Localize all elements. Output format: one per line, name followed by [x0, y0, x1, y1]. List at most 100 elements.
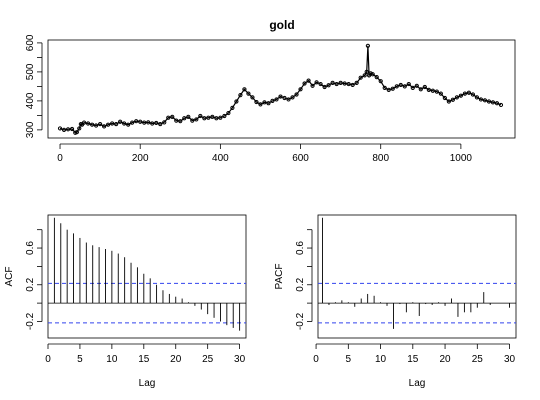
data-point: [114, 121, 119, 127]
data-point: [254, 99, 259, 105]
y-tick-label: 0.6: [25, 241, 36, 255]
gold-series-panel: gold 0 200 400 600 800 1000 300 400 500 600: [25, 18, 516, 164]
x-tick-label: 400: [212, 153, 229, 164]
data-point: [230, 105, 235, 110]
data-point: [85, 121, 91, 126]
x-tick-label: 10: [106, 354, 118, 365]
data-point: [382, 85, 387, 90]
data-point: [218, 115, 223, 120]
data-point: [166, 115, 171, 120]
data-point: [294, 92, 299, 97]
y-axis: -0.2 0.2 0.6: [25, 229, 43, 330]
x-tick-label: 25: [202, 354, 214, 365]
data-point: [302, 81, 307, 86]
data-point: [186, 114, 191, 119]
data-point: [446, 99, 451, 104]
data-point: [250, 95, 255, 100]
x-tick-label: 15: [138, 354, 150, 365]
y-tick-label: 400: [25, 92, 36, 109]
data-point: [89, 122, 95, 127]
data-point: [338, 80, 343, 86]
y-tick-label: -0.2: [25, 312, 36, 330]
data-point: [126, 122, 131, 127]
data-point: [394, 84, 399, 89]
data-point: [98, 121, 103, 127]
data-point: [422, 84, 427, 90]
data-point: [490, 100, 496, 105]
data-point: [434, 89, 439, 94]
data-point: [418, 87, 423, 92]
data-point: [65, 127, 71, 132]
pacf-panel: 0 5 10 15 20 25 30 Lag -0.2 0.2 0.6 PACF: [274, 214, 517, 389]
data-point: [94, 123, 99, 128]
data-point: [226, 110, 231, 116]
data-point: [368, 71, 373, 76]
data-point: [246, 91, 251, 96]
data-point: [190, 118, 195, 123]
data-point: [466, 90, 472, 95]
data-point: [282, 95, 287, 101]
data-point: [290, 95, 295, 100]
x-tick-label: 0: [313, 354, 319, 365]
data-point: [364, 69, 369, 74]
data-point: [270, 98, 275, 103]
x-tick-label: 0: [57, 153, 63, 164]
y-axis: -0.2 0.2 0.6: [295, 229, 313, 330]
data-point: [258, 102, 263, 107]
data-point: [286, 97, 291, 102]
data-point: [442, 95, 447, 101]
y-tick-label: 0.2: [295, 277, 306, 291]
x-tick-label: 0: [45, 354, 51, 365]
data-point: [326, 83, 331, 88]
data-point: [262, 100, 267, 105]
data-point: [494, 101, 500, 106]
data-point: [386, 87, 391, 92]
data-point: [106, 122, 111, 127]
data-point: [350, 82, 355, 88]
gold-series-line: [59, 45, 502, 134]
x-tick-label: 30: [504, 354, 516, 365]
x-tick-label: 30: [234, 354, 246, 365]
data-point: [274, 97, 279, 102]
plot-frame: [47, 214, 247, 339]
data-point: [210, 114, 215, 119]
data-point: [450, 97, 455, 102]
data-point: [242, 87, 247, 92]
x-axis: 0 5 10 15 20 25 30: [313, 343, 516, 365]
data-point: [122, 121, 127, 126]
gold-series-points: [57, 43, 504, 135]
data-point: [462, 91, 467, 96]
data-point: [474, 95, 480, 100]
x-axis: 0 200 400 600 800 1000: [57, 143, 472, 164]
data-point: [454, 95, 459, 100]
data-point: [74, 130, 79, 135]
y-axis-label: ACF: [4, 267, 15, 287]
data-point: [398, 82, 403, 88]
x-tick-label: 15: [407, 354, 419, 365]
plot-frame: [317, 214, 517, 339]
data-point: [362, 73, 367, 78]
data-point: [438, 91, 443, 96]
data-point: [310, 83, 315, 88]
y-tick-label: 300: [25, 121, 36, 138]
data-point: [374, 75, 379, 80]
data-point: [198, 113, 203, 119]
y-axis-label: PACF: [274, 264, 285, 290]
data-point: [134, 119, 139, 124]
x-tick-label: 20: [439, 354, 451, 365]
data-point: [378, 79, 383, 84]
data-point: [77, 126, 82, 131]
y-tick-label: -0.2: [295, 312, 306, 330]
data-point: [426, 87, 431, 92]
data-point: [346, 81, 351, 87]
data-point: [222, 113, 227, 119]
lag-spikes: [53, 217, 241, 331]
chart-title: gold: [269, 18, 294, 32]
x-tick-label: 25: [472, 354, 484, 365]
data-point: [482, 98, 488, 103]
data-point: [370, 72, 375, 77]
data-point: [146, 120, 151, 125]
data-point: [458, 93, 463, 98]
data-point: [470, 92, 476, 97]
